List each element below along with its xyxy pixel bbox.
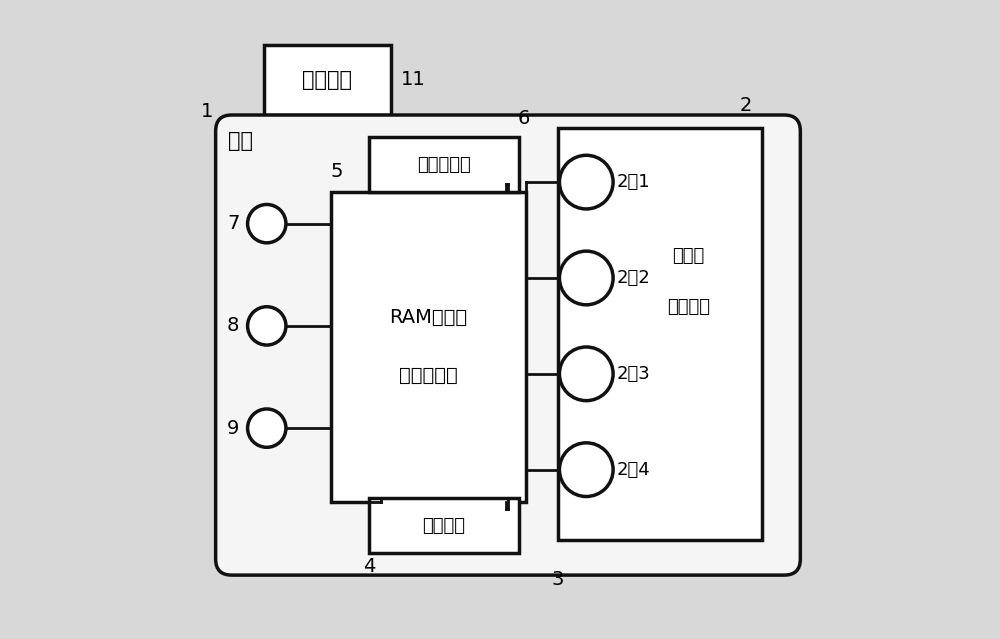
Bar: [331, 192, 526, 502]
Text: 8: 8: [227, 316, 239, 335]
Text: 4: 4: [363, 557, 376, 576]
Text: 嵌入式主板: 嵌入式主板: [399, 366, 457, 385]
Text: 3: 3: [552, 570, 564, 589]
Text: 5: 5: [331, 162, 343, 181]
Text: 1: 1: [201, 102, 214, 121]
Text: 2．4: 2．4: [616, 461, 650, 479]
Circle shape: [559, 251, 613, 305]
Circle shape: [248, 204, 286, 243]
Text: 2．2: 2．2: [616, 269, 650, 287]
Text: 电动推杆: 电动推杆: [423, 516, 466, 535]
Bar: [369, 137, 519, 192]
Circle shape: [559, 443, 613, 497]
Text: 6: 6: [517, 109, 530, 128]
Bar: [558, 128, 762, 540]
Text: RAM架构的: RAM架构的: [389, 309, 467, 327]
Circle shape: [559, 347, 613, 401]
Bar: [264, 45, 391, 115]
Text: 外壳: 外壳: [228, 130, 253, 151]
Text: 7: 7: [227, 214, 239, 233]
Text: 触摸显示屏: 触摸显示屏: [417, 155, 471, 174]
Text: 供电电池: 供电电池: [302, 70, 352, 90]
Text: 长短轴: 长短轴: [672, 247, 705, 265]
Circle shape: [559, 155, 613, 209]
FancyBboxPatch shape: [216, 115, 800, 575]
Bar: [369, 498, 519, 553]
Text: 2．3: 2．3: [616, 365, 650, 383]
Circle shape: [248, 307, 286, 345]
Text: 测量模块: 测量模块: [667, 298, 710, 316]
Text: 2: 2: [740, 96, 752, 115]
Text: 2．1: 2．1: [616, 173, 650, 191]
Circle shape: [248, 409, 286, 447]
Text: 9: 9: [227, 419, 239, 438]
Text: 11: 11: [401, 70, 426, 89]
